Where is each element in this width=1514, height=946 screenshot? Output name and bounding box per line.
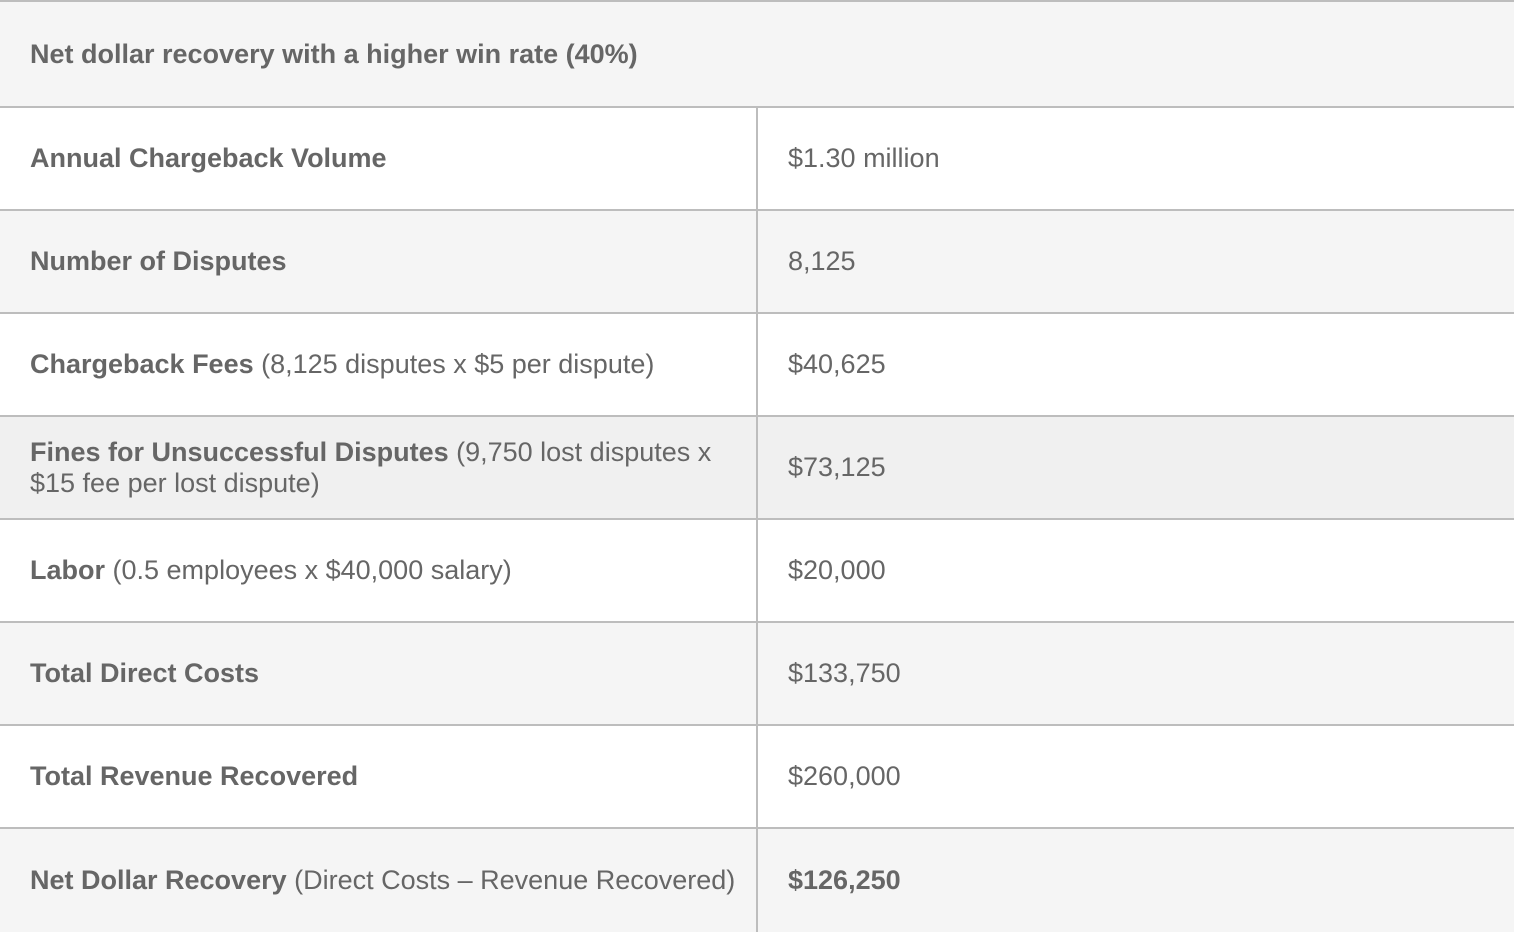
row-value: $20,000 — [756, 518, 1514, 622]
table-title: Net dollar recovery with a higher win ra… — [0, 0, 1514, 107]
row-label-cell: Number of Disputes — [0, 209, 757, 313]
row-label: Number of Disputes — [30, 246, 287, 276]
row-value: $40,625 — [756, 312, 1514, 416]
table-row: Labor (0.5 employees x $40,000 salary) $… — [0, 518, 1514, 622]
row-label-cell: Fines for Unsuccessful Disputes (9,750 l… — [0, 415, 757, 519]
row-value: $126,250 — [756, 827, 1514, 932]
row-value: $133,750 — [756, 621, 1514, 725]
row-label-cell: Chargeback Fees (8,125 disputes x $5 per… — [0, 312, 757, 416]
row-label: Total Direct Costs — [30, 658, 260, 688]
row-value: $1.30 million — [756, 106, 1514, 210]
row-note: (8,125 disputes x $5 per dispute) — [253, 349, 655, 379]
table-row: Annual Chargeback Volume $1.30 million — [0, 106, 1514, 210]
row-note: (0.5 employees x $40,000 salary) — [105, 555, 512, 585]
row-label: Labor — [30, 555, 106, 585]
table-row: Number of Disputes 8,125 — [0, 209, 1514, 313]
row-label: Fines for Unsuccessful Disputes — [30, 436, 449, 467]
table-row: Chargeback Fees (8,125 disputes x $5 per… — [0, 312, 1514, 416]
table-header-row: Net dollar recovery with a higher win ra… — [0, 0, 1514, 107]
row-label-cell: Labor (0.5 employees x $40,000 salary) — [0, 518, 757, 622]
table-row: Total Direct Costs $133,750 — [0, 621, 1514, 725]
row-label-cell: Net Dollar Recovery (Direct Costs – Reve… — [0, 827, 757, 932]
row-value: $73,125 — [756, 415, 1514, 519]
table-row: Total Revenue Recovered $260,000 — [0, 724, 1514, 828]
row-label: Chargeback Fees — [30, 349, 254, 379]
row-label-cell: Annual Chargeback Volume — [0, 106, 757, 210]
row-note: (9,750 lost disputes x $15 fee per lost … — [30, 436, 712, 498]
row-value: $260,000 — [756, 724, 1514, 828]
row-label: Net Dollar Recovery — [30, 865, 287, 895]
row-label-cell: Total Direct Costs — [0, 621, 757, 725]
row-label: Total Revenue Recovered — [30, 761, 359, 791]
table-row: Fines for Unsuccessful Disputes (9,750 l… — [0, 415, 1514, 519]
row-value: 8,125 — [756, 209, 1514, 313]
table-row-total: Net Dollar Recovery (Direct Costs – Reve… — [0, 827, 1514, 932]
row-label: Annual Chargeback Volume — [30, 143, 387, 173]
row-label-cell: Total Revenue Recovered — [0, 724, 757, 828]
row-note: (Direct Costs – Revenue Recovered) — [286, 865, 736, 895]
